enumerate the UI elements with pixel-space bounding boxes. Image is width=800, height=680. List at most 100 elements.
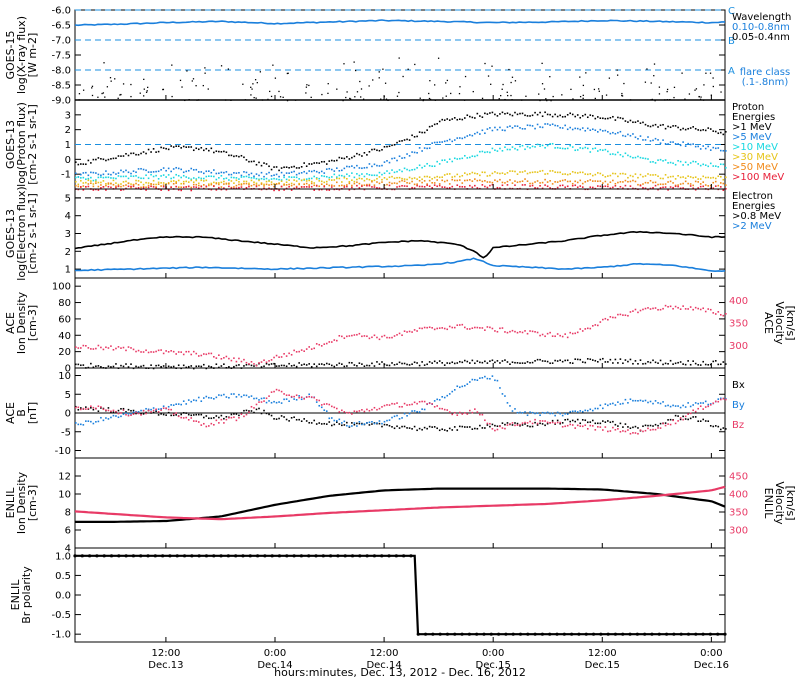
- series-point: [315, 177, 318, 179]
- series-point: [260, 401, 263, 403]
- series-point: [378, 71, 380, 73]
- series-point: [225, 177, 228, 180]
- series-point: [388, 161, 391, 164]
- series-point: [270, 401, 273, 404]
- series-point: [586, 358, 589, 360]
- series-point: [95, 365, 97, 368]
- series-point: [501, 181, 504, 184]
- series-point: [172, 182, 175, 185]
- series-point: [536, 422, 539, 425]
- series-point: [336, 339, 338, 342]
- series-point: [609, 187, 612, 190]
- series-point: [647, 182, 649, 184]
- series-point: [653, 63, 656, 65]
- legend-entry: flare class: [740, 67, 790, 78]
- series-point: [245, 182, 248, 185]
- series-point: [529, 185, 531, 187]
- series-point: [436, 185, 438, 188]
- y-axis-label: ENLIL: [9, 579, 22, 611]
- series-point: [481, 180, 484, 183]
- series-point: [406, 168, 408, 171]
- series-point: [358, 332, 361, 335]
- series-point: [323, 184, 326, 187]
- series-point: [421, 408, 423, 410]
- series-point: [100, 346, 102, 349]
- series-point: [423, 186, 426, 188]
- series-point: [91, 87, 93, 89]
- series-point: [647, 427, 649, 430]
- series-point: [225, 418, 228, 421]
- series-point: [531, 171, 534, 174]
- series-point: [642, 363, 644, 365]
- series-point: [180, 351, 183, 353]
- series-point: [293, 183, 295, 186]
- series-point: [418, 185, 421, 188]
- series-point: [407, 68, 409, 70]
- series-point: [100, 174, 102, 177]
- series-point: [109, 77, 112, 79]
- series-point: [622, 134, 624, 137]
- series-point: [451, 361, 454, 364]
- series-point: [305, 180, 308, 182]
- series-point: [669, 180, 672, 183]
- series-point: [381, 422, 383, 425]
- series-point: [238, 183, 240, 186]
- series-point: [210, 182, 213, 185]
- series-point: [581, 419, 584, 421]
- series-point: [220, 171, 223, 174]
- series-point: [142, 364, 145, 367]
- series-point: [175, 145, 177, 147]
- series-point: [333, 173, 336, 176]
- series-point: [403, 167, 406, 170]
- series-point: [642, 121, 644, 124]
- series-point: [597, 185, 599, 187]
- series-point: [255, 554, 260, 558]
- series-point: [346, 365, 348, 367]
- series-point: [413, 177, 416, 179]
- series-point: [310, 163, 313, 165]
- series-point: [551, 419, 554, 422]
- series-point: [181, 86, 183, 88]
- series-point: [366, 364, 368, 367]
- series-point: [202, 172, 205, 175]
- series-point: [290, 184, 293, 187]
- series-point: [223, 356, 225, 359]
- series-point: [150, 351, 152, 353]
- series-point: [115, 415, 117, 417]
- series-point: [577, 632, 581, 636]
- series-point: [652, 359, 654, 362]
- series-point: [381, 173, 383, 176]
- series-point: [471, 134, 474, 137]
- series-point: [82, 185, 85, 187]
- series-point: [336, 420, 338, 422]
- series-point: [349, 97, 351, 100]
- series-point: [300, 172, 303, 174]
- series-point: [574, 332, 577, 335]
- series-point: [308, 346, 310, 348]
- series-point: [238, 416, 240, 419]
- series-point: [569, 144, 572, 147]
- series-point: [182, 364, 185, 367]
- series-point: [722, 178, 725, 181]
- series-point: [574, 171, 577, 174]
- series-point: [313, 347, 316, 350]
- series-point: [438, 407, 441, 410]
- series-point: [506, 112, 509, 115]
- series-point: [378, 420, 381, 422]
- series-point: [391, 175, 393, 178]
- series-point: [265, 397, 268, 400]
- series-point: [511, 76, 514, 78]
- series-point: [413, 329, 416, 331]
- series-point: [180, 186, 183, 189]
- series-point: [268, 171, 270, 174]
- series-point: [293, 395, 295, 398]
- series-point: [353, 166, 356, 169]
- series-point: [275, 354, 278, 357]
- series-point: [549, 412, 551, 415]
- series-point: [436, 175, 438, 178]
- series-point: [100, 406, 102, 408]
- series-point: [95, 554, 99, 558]
- series-point: [202, 149, 205, 152]
- series-point: [386, 424, 388, 426]
